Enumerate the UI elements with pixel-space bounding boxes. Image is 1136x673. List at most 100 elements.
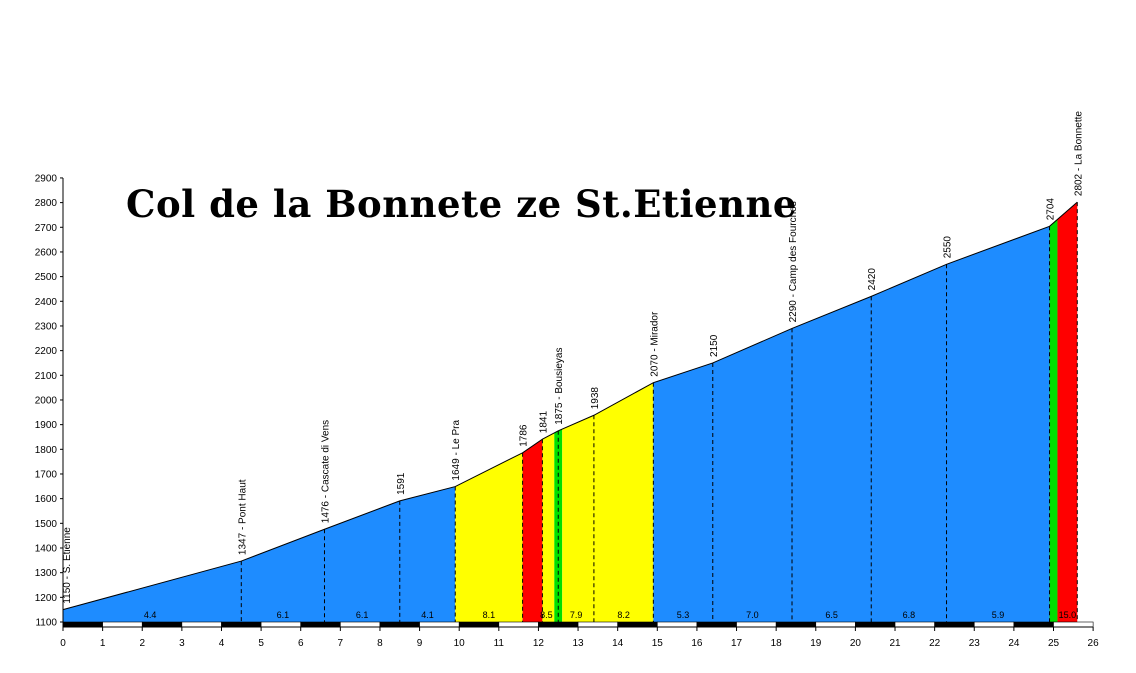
marker-label: 1649 - Le Pra xyxy=(451,420,462,481)
x-tick-label: 18 xyxy=(771,638,783,649)
y-tick-label: 2600 xyxy=(35,247,58,258)
km-scale-block xyxy=(577,621,618,628)
km-scale-block xyxy=(221,621,262,628)
marker-label: 1347 - Pont Haut xyxy=(237,479,248,555)
y-tick-label: 1500 xyxy=(35,519,58,530)
x-tick-label: 12 xyxy=(533,638,545,649)
km-scale-block xyxy=(894,621,935,628)
km-scale-block xyxy=(815,621,856,628)
x-tick-label: 9 xyxy=(417,638,423,649)
x-tick-label: 15 xyxy=(652,638,664,649)
km-scale-block xyxy=(775,621,817,628)
km-scale-block xyxy=(656,621,698,628)
x-tick-label: 5 xyxy=(258,638,264,649)
gradient-label: 5.3 xyxy=(677,610,690,620)
gradient-label: 4.1 xyxy=(421,610,434,620)
y-tick-label: 1800 xyxy=(35,445,58,456)
profile-segment-blue xyxy=(653,226,1050,622)
km-scale-block xyxy=(340,621,381,628)
y-tick-label: 2400 xyxy=(35,297,58,308)
x-tick-label: 7 xyxy=(338,638,344,649)
marker-label: 1786 xyxy=(519,424,530,447)
x-tick-label: 4 xyxy=(219,638,225,649)
gradient-label: 6.1 xyxy=(277,610,290,620)
x-tick-label: 0 xyxy=(60,638,66,649)
gradient-label: 8.1 xyxy=(483,610,496,620)
gradient-label: 7.0 xyxy=(746,610,759,620)
profile-segment-yellow xyxy=(455,452,523,622)
y-tick-label: 1600 xyxy=(35,494,58,505)
marker-label: 1875 - Bousieyas xyxy=(554,348,565,425)
gradient-label: 15.0 xyxy=(1059,610,1077,620)
axes: 1100120013001400150016001700180019002000… xyxy=(35,173,1099,649)
y-tick-label: 2900 xyxy=(35,173,58,184)
km-scale-block xyxy=(181,621,222,628)
gradient-label: 6.8 xyxy=(903,610,916,620)
gradient-labels: 4.4 6.1 6.1 4.1 8.1 8.5 7.9 8.2 5.3 7.0 6.5 6.8 5.9 1… xyxy=(144,610,1076,620)
y-tick-label: 2700 xyxy=(35,223,58,234)
x-tick-label: 11 xyxy=(494,638,505,649)
km-scale-block xyxy=(458,621,500,628)
x-tick-label: 10 xyxy=(454,638,466,649)
x-tick-label: 25 xyxy=(1048,638,1060,649)
km-scale-bar xyxy=(62,621,1094,628)
x-tick-label: 24 xyxy=(1008,638,1020,649)
y-tick-label: 2800 xyxy=(35,198,58,209)
km-scale-block xyxy=(102,621,143,628)
gradient-label: 7.9 xyxy=(570,610,583,620)
profile-segment-yellow xyxy=(542,432,555,622)
x-tick-label: 21 xyxy=(889,638,901,649)
y-tick-label: 1400 xyxy=(35,543,58,554)
gradient-label: 8.5 xyxy=(540,610,553,620)
y-tick-label: 1100 xyxy=(35,618,57,629)
y-tick-label: 2500 xyxy=(35,272,58,283)
marker-label: 2550 xyxy=(943,236,954,259)
x-tick-label: 2 xyxy=(139,638,145,649)
km-scale-block xyxy=(973,621,1015,628)
marker-label: 2420 xyxy=(867,268,878,291)
gradient-label: 6.5 xyxy=(825,610,838,620)
x-tick-label: 19 xyxy=(810,638,822,649)
km-scale-block xyxy=(141,621,183,628)
y-tick-label: 1900 xyxy=(35,420,58,431)
x-tick-label: 17 xyxy=(731,638,743,649)
y-tick-label: 1300 xyxy=(35,568,58,579)
profile-outline xyxy=(62,201,1078,611)
marker-label: 1591 xyxy=(396,472,407,495)
km-scale-block xyxy=(696,621,737,628)
km-scale-block xyxy=(855,621,896,628)
y-tick-label: 1700 xyxy=(35,469,58,480)
x-tick-label: 13 xyxy=(572,638,584,649)
marker-label: 2150 xyxy=(709,334,720,357)
km-scale-block xyxy=(260,621,302,628)
km-scale-block xyxy=(617,621,658,628)
y-tick-label: 2200 xyxy=(35,346,58,357)
gradient-label: 8.2 xyxy=(617,610,630,620)
marker-label: 2704 xyxy=(1046,198,1057,221)
profile-segment-yellow xyxy=(562,382,654,622)
marker-label: 2290 - Camp des Fourches xyxy=(788,201,799,322)
marker-label: 1841 xyxy=(538,411,549,434)
profile-segment-red xyxy=(1057,202,1078,623)
x-tick-label: 26 xyxy=(1088,638,1100,649)
km-scale-block xyxy=(379,621,420,628)
y-tick-label: 2000 xyxy=(35,395,58,406)
gradient-label: 5.9 xyxy=(992,610,1005,620)
km-scale-block xyxy=(419,621,460,628)
km-scale-block xyxy=(62,621,103,628)
x-tick-label: 6 xyxy=(298,638,304,649)
x-tick-label: 22 xyxy=(929,638,941,649)
profile-segment-red xyxy=(522,439,543,622)
gradient-label: 4.4 xyxy=(144,610,157,620)
km-scale-block xyxy=(934,621,975,628)
km-scale-block xyxy=(1013,621,1054,628)
gradient-label: 6.1 xyxy=(356,610,369,620)
x-tick-label: 14 xyxy=(612,638,624,649)
profile-fill-segments xyxy=(63,202,1078,623)
y-tick-label: 2300 xyxy=(35,321,58,332)
km-scale-block xyxy=(300,621,341,628)
marker-label: 2802 - La Bonnette xyxy=(1073,111,1084,197)
x-tick-label: 3 xyxy=(179,638,185,649)
chart-title: Col de la Bonnete ze St.Etienne xyxy=(126,182,797,226)
